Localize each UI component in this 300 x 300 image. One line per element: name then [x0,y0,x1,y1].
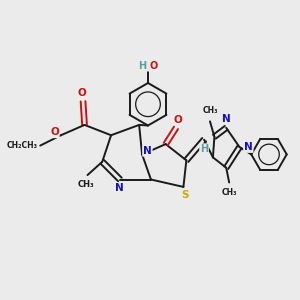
Text: CH₃: CH₃ [221,188,237,197]
Text: N: N [143,146,152,156]
Text: N: N [115,183,124,193]
Text: CH₃: CH₃ [78,180,94,189]
Text: O: O [77,88,86,98]
Text: N: N [222,114,231,124]
Text: CH₃: CH₃ [202,106,218,115]
Text: O: O [149,61,158,71]
Text: N: N [244,142,253,152]
Text: CH₂CH₃: CH₂CH₃ [6,141,37,150]
Text: O: O [50,127,59,137]
Text: H: H [139,61,147,71]
Text: O: O [173,115,182,124]
Text: S: S [181,190,189,200]
Text: H: H [200,144,208,154]
